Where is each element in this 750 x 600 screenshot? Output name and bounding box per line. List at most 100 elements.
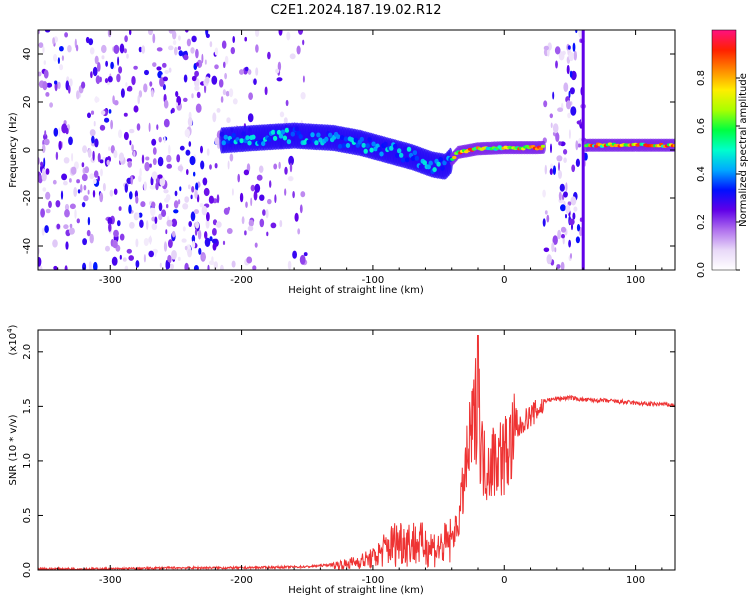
noise-blob bbox=[194, 228, 198, 236]
noise-blob bbox=[52, 179, 57, 185]
noise-blob bbox=[194, 189, 198, 199]
noise-blob bbox=[57, 57, 61, 64]
noise-blob bbox=[191, 186, 195, 193]
noise-blob bbox=[43, 60, 46, 65]
noise-blob bbox=[216, 108, 221, 113]
noise-blob bbox=[190, 194, 193, 200]
snr-y-multiplier-close: ) bbox=[8, 324, 19, 328]
noise-blob bbox=[124, 265, 129, 270]
noise-blob bbox=[89, 173, 95, 180]
signal-core bbox=[363, 148, 368, 154]
noise-blob bbox=[576, 120, 583, 125]
x-tick-label: -100 bbox=[362, 275, 385, 286]
colorbar-tick-label: 0.4 bbox=[696, 166, 707, 182]
signal-core bbox=[316, 132, 321, 138]
noise-blob bbox=[141, 45, 146, 54]
noise-blob bbox=[130, 175, 134, 185]
noise-blob bbox=[67, 45, 72, 53]
noise-blob bbox=[171, 250, 177, 260]
noise-blob bbox=[94, 138, 99, 148]
y-tick-label: 1.0 bbox=[22, 453, 33, 469]
noise-blob bbox=[565, 182, 568, 192]
noise-blob bbox=[112, 239, 118, 249]
noise-blob bbox=[279, 220, 283, 228]
signal-core bbox=[314, 140, 319, 146]
noise-blob bbox=[152, 158, 157, 166]
noise-blob bbox=[214, 163, 218, 169]
noise-blob bbox=[45, 168, 50, 175]
noise-blob bbox=[183, 97, 188, 102]
noise-blob bbox=[267, 198, 272, 205]
noise-blob bbox=[42, 46, 45, 54]
noise-blob bbox=[139, 219, 144, 228]
noise-blob bbox=[68, 85, 71, 94]
noise-blob bbox=[546, 254, 552, 265]
noise-blob bbox=[162, 62, 167, 68]
noise-blob bbox=[43, 157, 46, 168]
signal-core bbox=[371, 141, 376, 147]
noise-blob bbox=[205, 76, 210, 84]
noise-blob bbox=[128, 128, 135, 134]
noise-blob bbox=[247, 69, 252, 75]
noise-blob bbox=[188, 184, 191, 190]
noise-blob bbox=[565, 214, 567, 219]
noise-blob bbox=[561, 234, 565, 239]
noise-blob bbox=[65, 241, 69, 250]
signal-core bbox=[298, 134, 303, 140]
noise-blob bbox=[208, 195, 214, 204]
noise-blob bbox=[189, 121, 193, 126]
signal-core bbox=[286, 139, 292, 145]
signal-core bbox=[404, 157, 410, 163]
signal-core bbox=[452, 155, 457, 160]
colorbar-swatch bbox=[711, 29, 737, 271]
noise-blob bbox=[148, 30, 153, 36]
noise-blob bbox=[109, 189, 114, 197]
snr-y-label: SNR (10 * v/v) bbox=[8, 414, 19, 485]
noise-blob bbox=[68, 136, 73, 146]
spectrogram-y-label: Frequency (Hz) bbox=[8, 112, 19, 188]
noise-blob bbox=[143, 238, 149, 246]
signal-core bbox=[221, 140, 226, 146]
noise-blob bbox=[129, 30, 132, 36]
noise-blob bbox=[299, 204, 303, 214]
noise-blob bbox=[568, 90, 571, 99]
noise-blob bbox=[300, 92, 306, 100]
noise-blob bbox=[43, 69, 49, 79]
noise-blob bbox=[544, 210, 548, 215]
noise-blob bbox=[199, 203, 204, 208]
noise-blob bbox=[264, 86, 268, 96]
noise-blob bbox=[154, 216, 158, 224]
signal-core bbox=[426, 164, 431, 170]
noise-blob bbox=[231, 188, 234, 196]
noise-blob bbox=[575, 236, 581, 244]
x-tick-label: -200 bbox=[230, 575, 253, 586]
noise-blob bbox=[175, 91, 179, 97]
signal-core bbox=[270, 129, 276, 135]
noise-blob bbox=[117, 220, 121, 227]
noise-blob bbox=[93, 261, 98, 270]
noise-blob bbox=[206, 148, 210, 156]
noise-blob bbox=[64, 209, 70, 218]
noise-blob bbox=[557, 229, 561, 240]
noise-blob bbox=[289, 162, 293, 173]
noise-blob bbox=[81, 173, 88, 182]
noise-blob bbox=[227, 160, 230, 170]
noise-blob bbox=[151, 138, 157, 146]
noise-blob bbox=[558, 161, 560, 171]
colorbar-tick-label: 0.2 bbox=[696, 214, 707, 230]
spectrogram-x-label: Height of straight line (km) bbox=[288, 285, 424, 296]
noise-blob bbox=[129, 191, 133, 200]
noise-blob bbox=[262, 209, 266, 216]
noise-blob bbox=[558, 141, 562, 146]
noise-blob bbox=[248, 92, 254, 100]
noise-blob bbox=[284, 188, 287, 196]
noise-blob bbox=[69, 178, 72, 183]
noise-blob bbox=[567, 112, 571, 119]
noise-blob bbox=[138, 212, 143, 218]
noise-blob bbox=[215, 221, 222, 228]
noise-blob bbox=[254, 242, 258, 248]
noise-blob bbox=[136, 212, 140, 219]
noise-blob bbox=[188, 221, 192, 227]
signal-core bbox=[359, 136, 364, 142]
noise-blob bbox=[110, 61, 114, 70]
